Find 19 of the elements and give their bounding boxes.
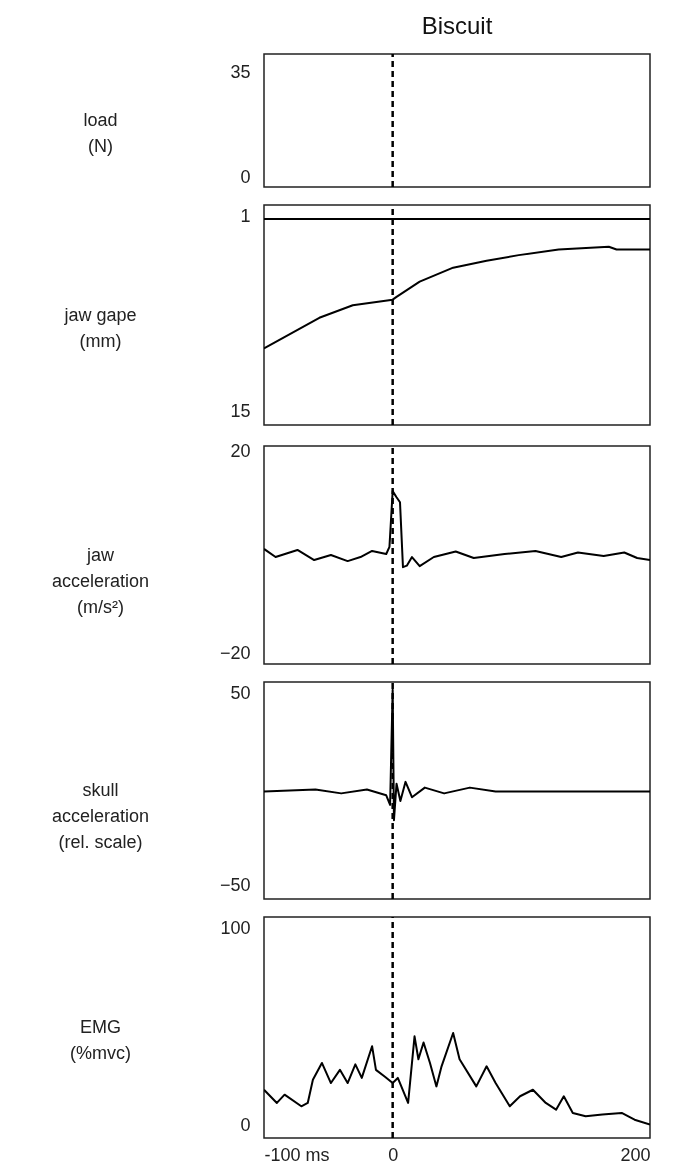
y-tick-label: 0 bbox=[240, 1114, 251, 1135]
y-tick-label: 100 bbox=[220, 917, 251, 938]
y-axis-title: skull acceleration (rel. scale) bbox=[51, 780, 150, 852]
y-tick-label: 15 bbox=[230, 400, 251, 421]
y-tick-label: 35 bbox=[230, 61, 251, 82]
y-tick-label: 1 bbox=[240, 205, 251, 226]
x-tick-label: -100 ms bbox=[264, 1144, 330, 1165]
x-tick-label: 200 bbox=[620, 1144, 651, 1165]
y-tick-label: −50 bbox=[219, 875, 251, 896]
y-tick-label: 50 bbox=[230, 683, 251, 704]
chart-title: Biscuit bbox=[421, 11, 493, 39]
y-axis-title: jaw gape (mm) bbox=[63, 304, 137, 351]
y-tick-label: 0 bbox=[240, 167, 251, 188]
y-tick-label: −20 bbox=[219, 643, 251, 664]
y-axis-title: EMG (%mvc) bbox=[70, 1017, 131, 1063]
x-tick-label: 0 bbox=[388, 1144, 399, 1165]
y-tick-label: 20 bbox=[230, 440, 251, 461]
y-axis-title: jaw acceleration (m/s²) bbox=[51, 544, 150, 617]
y-axis-title: load (N) bbox=[83, 110, 118, 156]
